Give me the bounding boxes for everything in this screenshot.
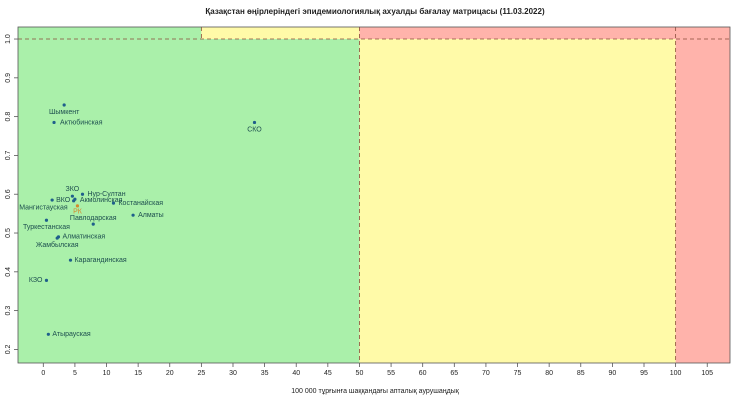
y-tick-label: 1.0 [5, 34, 12, 44]
chart-title: Қазақстан өңірлеріндегі эпидемиологиялық… [205, 7, 545, 16]
point-label: ЗКО [66, 186, 80, 193]
point-label: Атырауская [52, 331, 90, 338]
y-tick-label: 0.6 [5, 189, 12, 199]
x-tick-label: 5 [73, 370, 77, 377]
point-label: Шымкент [49, 109, 80, 116]
point [75, 204, 80, 208]
point-label: Алматинская [62, 234, 105, 241]
point [68, 258, 73, 262]
point-label: СКО [247, 126, 262, 133]
point [46, 332, 50, 336]
point-label: Костанайская [118, 199, 163, 207]
point [44, 218, 49, 222]
point [70, 194, 74, 198]
point [91, 222, 95, 226]
zone [359, 27, 730, 40]
zone [675, 39, 730, 364]
point-label: Карагандинская [74, 257, 126, 264]
x-tick-label: 75 [514, 370, 522, 377]
x-tick-label: 90 [608, 370, 616, 377]
zone [201, 27, 360, 40]
point-label: ВКО [56, 197, 71, 204]
x-tick-label: 65 [450, 370, 458, 377]
point [131, 213, 135, 217]
point-label: Актюбинская [60, 118, 103, 126]
point-label: Туркестанская [23, 224, 70, 231]
x-tick-label: 100 [670, 370, 682, 377]
x-tick-label: 105 [701, 370, 713, 377]
x-tick-label: 35 [261, 370, 269, 377]
point [62, 103, 66, 107]
point-label: Мангистауская [19, 205, 68, 212]
x-tick-label: 30 [229, 370, 237, 377]
x-tick-label: 50 [356, 370, 364, 377]
point-label: Павлодарская [70, 215, 117, 222]
x-tick-label: 55 [387, 370, 395, 377]
x-tick-label: 60 [419, 370, 427, 377]
y-tick-label: 0.4 [5, 267, 12, 277]
x-tick-label: 85 [577, 370, 585, 377]
point-label: Алматы [138, 212, 164, 219]
point [72, 199, 76, 203]
y-tick-label: 0.2 [5, 344, 12, 354]
point [252, 120, 257, 125]
point-label: КЗО [29, 277, 43, 284]
zone [359, 39, 676, 364]
zone [18, 27, 202, 40]
x-tick-label: 15 [134, 370, 142, 377]
y-tick-label: 0.9 [5, 73, 12, 83]
point [80, 192, 85, 196]
point [44, 278, 49, 282]
x-tick-label: 10 [103, 370, 111, 377]
point [50, 198, 54, 202]
x-tick-label: 45 [324, 370, 332, 377]
point-label: Жамбылская [36, 241, 79, 249]
point-label: Акмолинская [80, 197, 123, 204]
y-tick-label: 0.5 [5, 228, 12, 238]
plot-frame [17, 26, 731, 364]
x-tick-label: 40 [292, 370, 300, 377]
x-tick-label: 95 [640, 370, 648, 377]
y-tick-label: 0.8 [5, 112, 12, 122]
point [55, 236, 59, 240]
x-tick-label: 70 [482, 370, 490, 377]
y-tick-label: 0.3 [5, 306, 12, 316]
x-tick-label: 0 [41, 370, 45, 377]
y-tick-label: 0.7 [5, 150, 12, 160]
point-label: Нур-Султан [87, 191, 125, 198]
point [52, 120, 56, 125]
x-tick-label: 25 [197, 370, 205, 377]
point-label: РК [73, 209, 83, 216]
x-tick-label: 20 [166, 370, 174, 377]
x-axis-label: 100 000 тұрғынға шаққандағы апталық ауру… [291, 388, 459, 395]
x-tick-label: 80 [545, 370, 553, 377]
point [111, 201, 116, 205]
